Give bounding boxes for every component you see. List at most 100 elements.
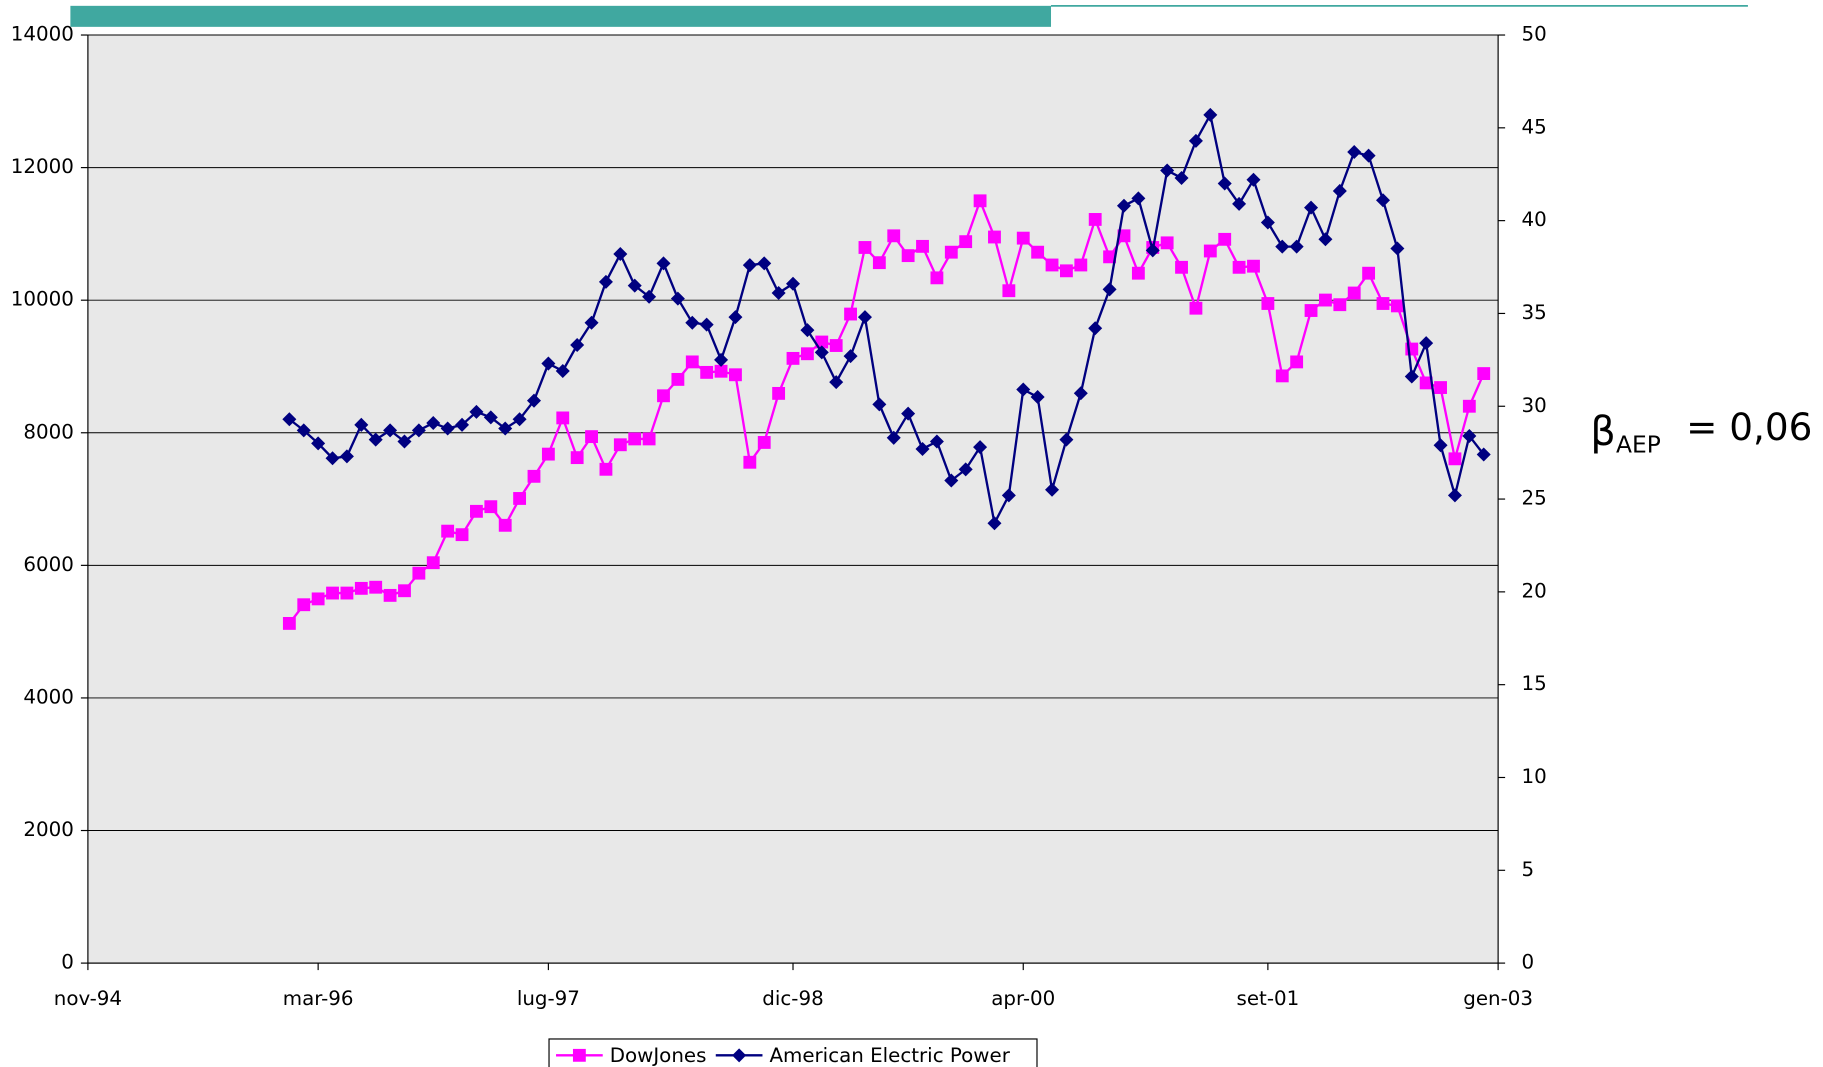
point bbox=[498, 518, 512, 532]
point bbox=[340, 586, 354, 600]
point bbox=[757, 256, 772, 271]
y2-tick-label: 0 bbox=[1521, 951, 1534, 974]
point bbox=[555, 363, 570, 378]
point bbox=[800, 347, 814, 361]
point bbox=[1160, 163, 1175, 178]
point bbox=[642, 432, 656, 446]
point bbox=[411, 423, 426, 438]
point bbox=[1030, 389, 1045, 404]
y2-tick-label: 50 bbox=[1521, 23, 1546, 46]
point bbox=[383, 588, 397, 602]
point bbox=[642, 289, 657, 304]
point bbox=[1333, 298, 1347, 312]
point bbox=[743, 455, 757, 469]
x-tick-label: set-01 bbox=[1237, 987, 1300, 1010]
point bbox=[1117, 229, 1131, 243]
y-tick-label: 8000 bbox=[23, 420, 73, 443]
point bbox=[771, 286, 786, 301]
point bbox=[1376, 297, 1390, 310]
point bbox=[1189, 301, 1203, 315]
y2-tick-label: 45 bbox=[1521, 115, 1546, 138]
point bbox=[844, 307, 857, 321]
point bbox=[541, 447, 555, 461]
point bbox=[1131, 266, 1145, 280]
point bbox=[1045, 482, 1060, 497]
point bbox=[556, 411, 570, 425]
point bbox=[1059, 264, 1073, 278]
point bbox=[570, 337, 585, 353]
point bbox=[1016, 231, 1030, 245]
point bbox=[930, 271, 944, 285]
point bbox=[584, 315, 599, 330]
point bbox=[1275, 369, 1289, 383]
point bbox=[829, 339, 843, 352]
point bbox=[1160, 236, 1174, 250]
point bbox=[326, 586, 339, 600]
point bbox=[412, 566, 426, 580]
point bbox=[398, 584, 411, 598]
point bbox=[1031, 245, 1045, 259]
point bbox=[685, 355, 699, 369]
point bbox=[1419, 376, 1433, 390]
point bbox=[958, 462, 973, 477]
point bbox=[987, 516, 1002, 531]
point bbox=[1045, 258, 1059, 272]
y-tick-label: 14000 bbox=[11, 23, 74, 46]
point bbox=[1419, 336, 1434, 351]
point bbox=[916, 239, 929, 253]
point bbox=[397, 434, 412, 449]
point bbox=[325, 451, 340, 466]
point bbox=[498, 421, 513, 436]
point bbox=[786, 276, 801, 291]
point bbox=[1203, 244, 1217, 258]
point bbox=[973, 440, 988, 455]
point bbox=[512, 412, 527, 427]
point bbox=[585, 430, 598, 444]
point bbox=[872, 256, 886, 270]
point bbox=[1088, 213, 1102, 226]
point bbox=[1347, 144, 1362, 159]
point bbox=[843, 349, 858, 364]
point bbox=[729, 368, 742, 382]
point bbox=[1188, 133, 1203, 148]
point bbox=[1001, 488, 1016, 503]
point bbox=[887, 229, 901, 243]
y2-tick-label: 15 bbox=[1521, 672, 1546, 695]
point bbox=[627, 278, 642, 293]
point bbox=[426, 556, 440, 570]
legend-label: American Electric Power bbox=[769, 1044, 1010, 1067]
point bbox=[670, 291, 685, 306]
point bbox=[599, 462, 613, 476]
point bbox=[368, 432, 383, 447]
x-tick-label: apr-00 bbox=[991, 987, 1055, 1010]
point bbox=[1174, 170, 1189, 185]
point bbox=[944, 473, 959, 488]
point bbox=[441, 524, 455, 538]
point bbox=[440, 421, 455, 436]
point bbox=[1131, 191, 1146, 206]
y-tick-label: 4000 bbox=[23, 685, 73, 708]
point bbox=[311, 592, 325, 606]
legend bbox=[548, 1038, 1038, 1067]
point bbox=[1462, 399, 1476, 413]
y2-tick-label: 10 bbox=[1521, 765, 1546, 788]
point bbox=[354, 581, 368, 595]
point bbox=[1103, 250, 1117, 264]
point bbox=[1217, 176, 1232, 191]
x-tick-label: nov-94 bbox=[54, 987, 122, 1010]
y-tick-label: 6000 bbox=[23, 553, 73, 576]
y2-tick-label: 35 bbox=[1521, 301, 1546, 324]
point bbox=[886, 430, 901, 445]
point bbox=[1390, 299, 1404, 313]
y2-tick-label: 40 bbox=[1521, 208, 1546, 231]
point bbox=[1434, 381, 1447, 394]
point bbox=[1059, 432, 1074, 447]
point bbox=[973, 194, 987, 208]
point bbox=[700, 365, 714, 379]
point bbox=[1448, 452, 1462, 466]
point bbox=[742, 258, 757, 273]
point bbox=[483, 410, 498, 425]
point bbox=[714, 352, 729, 367]
point bbox=[1246, 172, 1261, 187]
point bbox=[1175, 260, 1188, 274]
